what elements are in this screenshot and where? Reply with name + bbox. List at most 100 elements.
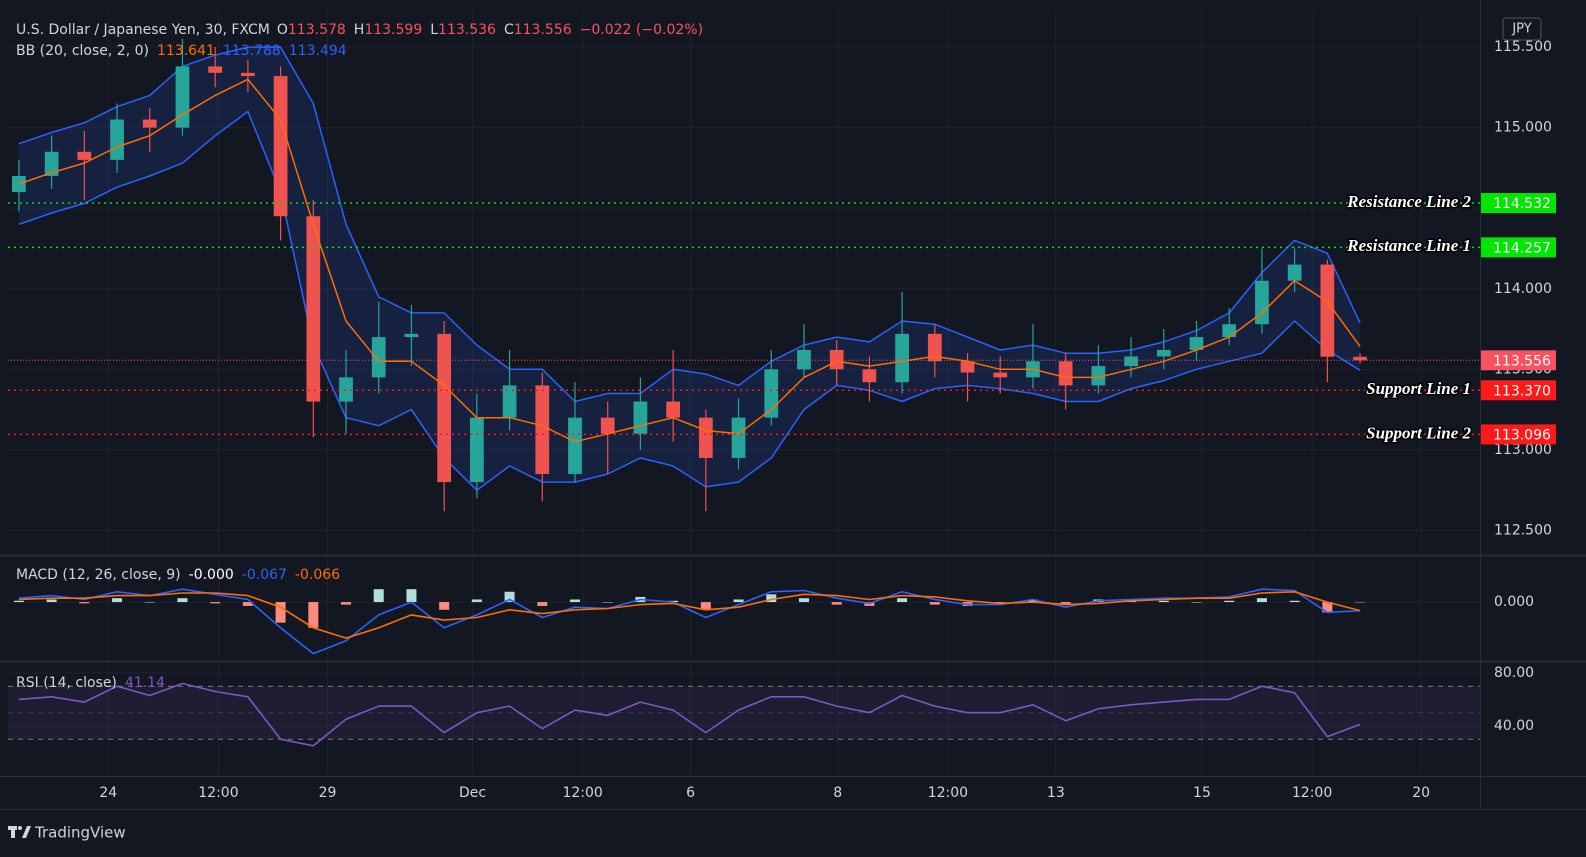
macd-histogram-bar [1027,599,1038,603]
macd-histogram-bar [504,591,515,603]
candle-body [241,72,255,77]
candle-body [993,372,1008,378]
macd-histogram-bar [1256,598,1267,603]
candle-body [44,151,59,176]
y-tick-label: 0.000 [1494,594,1534,610]
candle-body [502,385,517,418]
candle-body [1320,264,1335,357]
y-tick-label: 115.000 [1494,120,1552,136]
x-tick-label: 12:00 [198,785,238,801]
candle-body [895,333,909,383]
ohlc-value: 113.578 [288,22,346,38]
y-tick-label: 112.500 [1494,522,1552,538]
macd-histogram-bar [897,598,908,603]
logo-part [18,826,22,830]
macd-histogram-bar [1158,600,1169,603]
x-tick-label: 6 [686,785,695,801]
level-price: 113.370 [1493,383,1551,399]
candle-body [698,417,713,458]
x-tick-label: 12:00 [1292,785,1332,801]
macd-histogram-bar [929,602,940,605]
candle-body [862,369,877,383]
y-tick-label: 114.000 [1494,281,1552,297]
ohlc-value: 113.536 [438,22,496,38]
last-price-badge [1481,350,1556,371]
macd-histogram-bar [275,602,286,623]
macd-histogram-bar [144,602,155,603]
candle-body [1255,280,1269,325]
candle-body [600,417,615,434]
level-price-badge [1481,380,1556,401]
candle-body [633,401,648,434]
x-tick-label: 8 [833,785,842,801]
candle-body [666,401,680,418]
macd-histogram-bar [242,602,253,606]
ohlc-key: L [430,22,438,38]
macd-histogram-bar [46,599,57,603]
candle-body [437,333,452,483]
level-label: Resistance Line 2 [1346,192,1471,211]
macd-histogram-bar [373,589,384,603]
candle-body [12,175,26,193]
y-tick-label: 113.000 [1494,442,1552,458]
candle-body [404,333,419,338]
candle-body [927,333,942,362]
x-tick-label: 12:00 [928,785,968,801]
macd-histogram-value: -0.000 [189,567,234,583]
x-tick-label: 12:00 [562,785,602,801]
macd-histogram-bar [1322,602,1333,613]
candle-body [142,119,157,128]
bb-lower-value: 113.494 [289,43,347,59]
macd-histogram-bar [13,600,24,603]
bb-upper-value: 113.788 [223,43,281,59]
candle-body [829,349,844,370]
symbol-title: U.S. Dollar / Japanese Yen, 30, FXCM [16,22,270,38]
candle-body [339,377,353,402]
grid-layer [8,10,1480,775]
ohlc-value: 113.599 [364,22,422,38]
candle-body [306,216,321,402]
macd-histogram-bar [1355,602,1366,603]
macd-histogram-bar [210,602,221,604]
candle-body [469,417,484,483]
macd-signal-line [18,591,1361,639]
candle-body [77,151,92,160]
marks-layer [8,39,1480,747]
candle-body [273,76,288,217]
x-tick-label: 20 [1412,785,1430,801]
candle-body [797,349,811,370]
macd-histogram-bar [569,599,580,603]
macd-histogram-bar [798,598,809,603]
ohlc-key: C [504,22,514,38]
level-label: Support Line 1 [1366,379,1471,398]
y-tick-label: 80.00 [1494,665,1534,681]
candle-body [110,119,124,160]
candle-body [1156,349,1171,357]
macd-histogram-bar [1224,600,1235,603]
ohlc-key: H [354,22,365,38]
candle-body [1124,356,1138,367]
macd-line [18,588,1361,655]
bb-basis [18,78,1361,443]
last-price: 113.556 [1493,353,1551,369]
level-label: Resistance Line 1 [1346,236,1471,255]
macd-histogram-bar [1060,602,1071,605]
candle-body [1058,361,1073,386]
macd-histogram-bar [1289,600,1300,603]
x-tick-label: Dec [459,785,486,801]
bb-basis-value: 113.641 [157,43,215,59]
candle-body [1353,356,1367,361]
level-price-badge [1481,193,1556,214]
rsi-title: RSI (14, close) [16,675,117,691]
macd-histogram-bar [733,599,744,603]
level-price: 114.257 [1493,240,1551,256]
bb-upper [18,46,1361,403]
price-change: −0.022 (−0.02%) [580,22,703,38]
level-price: 114.532 [1493,196,1551,212]
ohlc-value: 113.556 [514,22,572,38]
macd-histogram-bar [406,589,417,603]
bb-title: BB (20, close, 2, 0) [16,43,149,59]
